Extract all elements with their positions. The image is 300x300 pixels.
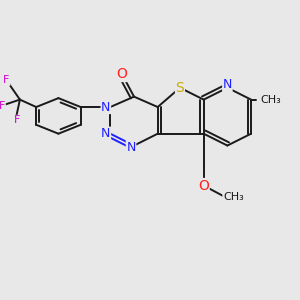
Text: S: S — [176, 81, 184, 95]
Text: F: F — [0, 100, 5, 110]
Text: F: F — [14, 116, 20, 125]
Text: N: N — [101, 127, 110, 140]
Text: N: N — [223, 78, 232, 91]
Text: F: F — [3, 75, 10, 85]
Text: N: N — [101, 100, 110, 113]
Text: CH₃: CH₃ — [223, 192, 244, 203]
Text: O: O — [198, 178, 209, 193]
Text: N: N — [126, 140, 136, 154]
Text: O: O — [117, 68, 128, 81]
Text: CH₃: CH₃ — [260, 94, 281, 105]
